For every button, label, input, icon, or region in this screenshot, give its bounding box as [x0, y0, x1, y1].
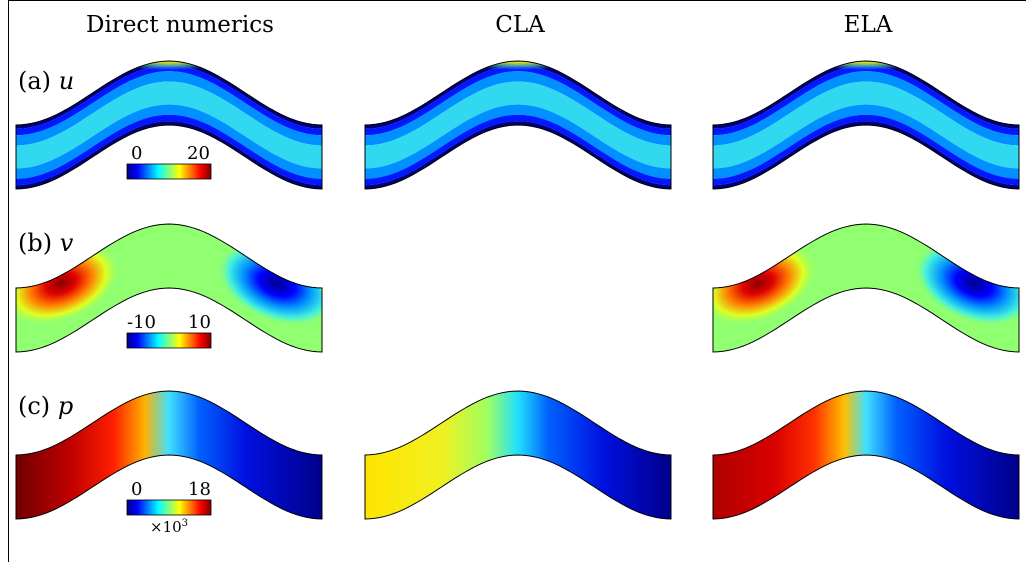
column-title-ela: ELA	[843, 12, 893, 38]
channel-outline	[712, 223, 1020, 353]
channel-outline	[712, 390, 1020, 520]
colorbar-p-min: 0	[131, 479, 143, 500]
panel-layer	[15, 60, 1020, 520]
panel-p-cla	[364, 390, 672, 520]
colorbar-v-max: 10	[188, 312, 211, 333]
row-label-a-prefix: (a)	[18, 67, 52, 95]
colorbar-v	[126, 332, 212, 349]
panel-v-ela	[712, 223, 1020, 353]
colorbar-p-multiplier-base: ×10	[150, 518, 182, 536]
channel-outline	[15, 60, 323, 190]
row-label-a: (a) u	[18, 67, 74, 95]
colorbar-p-multiplier: ×103	[150, 518, 188, 536]
colorbar-p-max: 18	[188, 479, 211, 500]
panel-p-ela	[712, 390, 1020, 520]
colorbar-u-max: 20	[187, 143, 210, 164]
row-label-b: (b) v	[18, 229, 73, 257]
colorbar-p-multiplier-exponent: 3	[181, 518, 189, 529]
column-title-cla: CLA	[495, 12, 545, 38]
top-border	[8, 0, 1026, 1]
row-label-a-variable: u	[58, 67, 75, 95]
channel-outline	[712, 60, 1020, 190]
row-label-c: (c) p	[18, 392, 73, 420]
panel-v-direct-numerics	[15, 223, 323, 353]
colorbar-u	[126, 163, 212, 180]
colorbar-u-min: 0	[131, 143, 143, 164]
row-label-b-variable: v	[59, 229, 74, 257]
channel-outline	[364, 60, 672, 190]
channel-outline	[15, 223, 323, 353]
panel-u-cla	[364, 60, 672, 190]
channel-outline	[364, 390, 672, 520]
column-title-direct-numerics: Direct numerics	[86, 12, 274, 38]
row-label-c-prefix: (c)	[18, 392, 51, 420]
channel-outline	[15, 390, 323, 520]
colorbar-v-min: -10	[127, 312, 156, 333]
panel-u-ela	[712, 60, 1020, 190]
row-label-b-prefix: (b)	[18, 229, 53, 257]
row-label-c-variable: p	[57, 392, 74, 420]
colorbar-p	[126, 499, 212, 516]
left-border	[8, 0, 9, 562]
